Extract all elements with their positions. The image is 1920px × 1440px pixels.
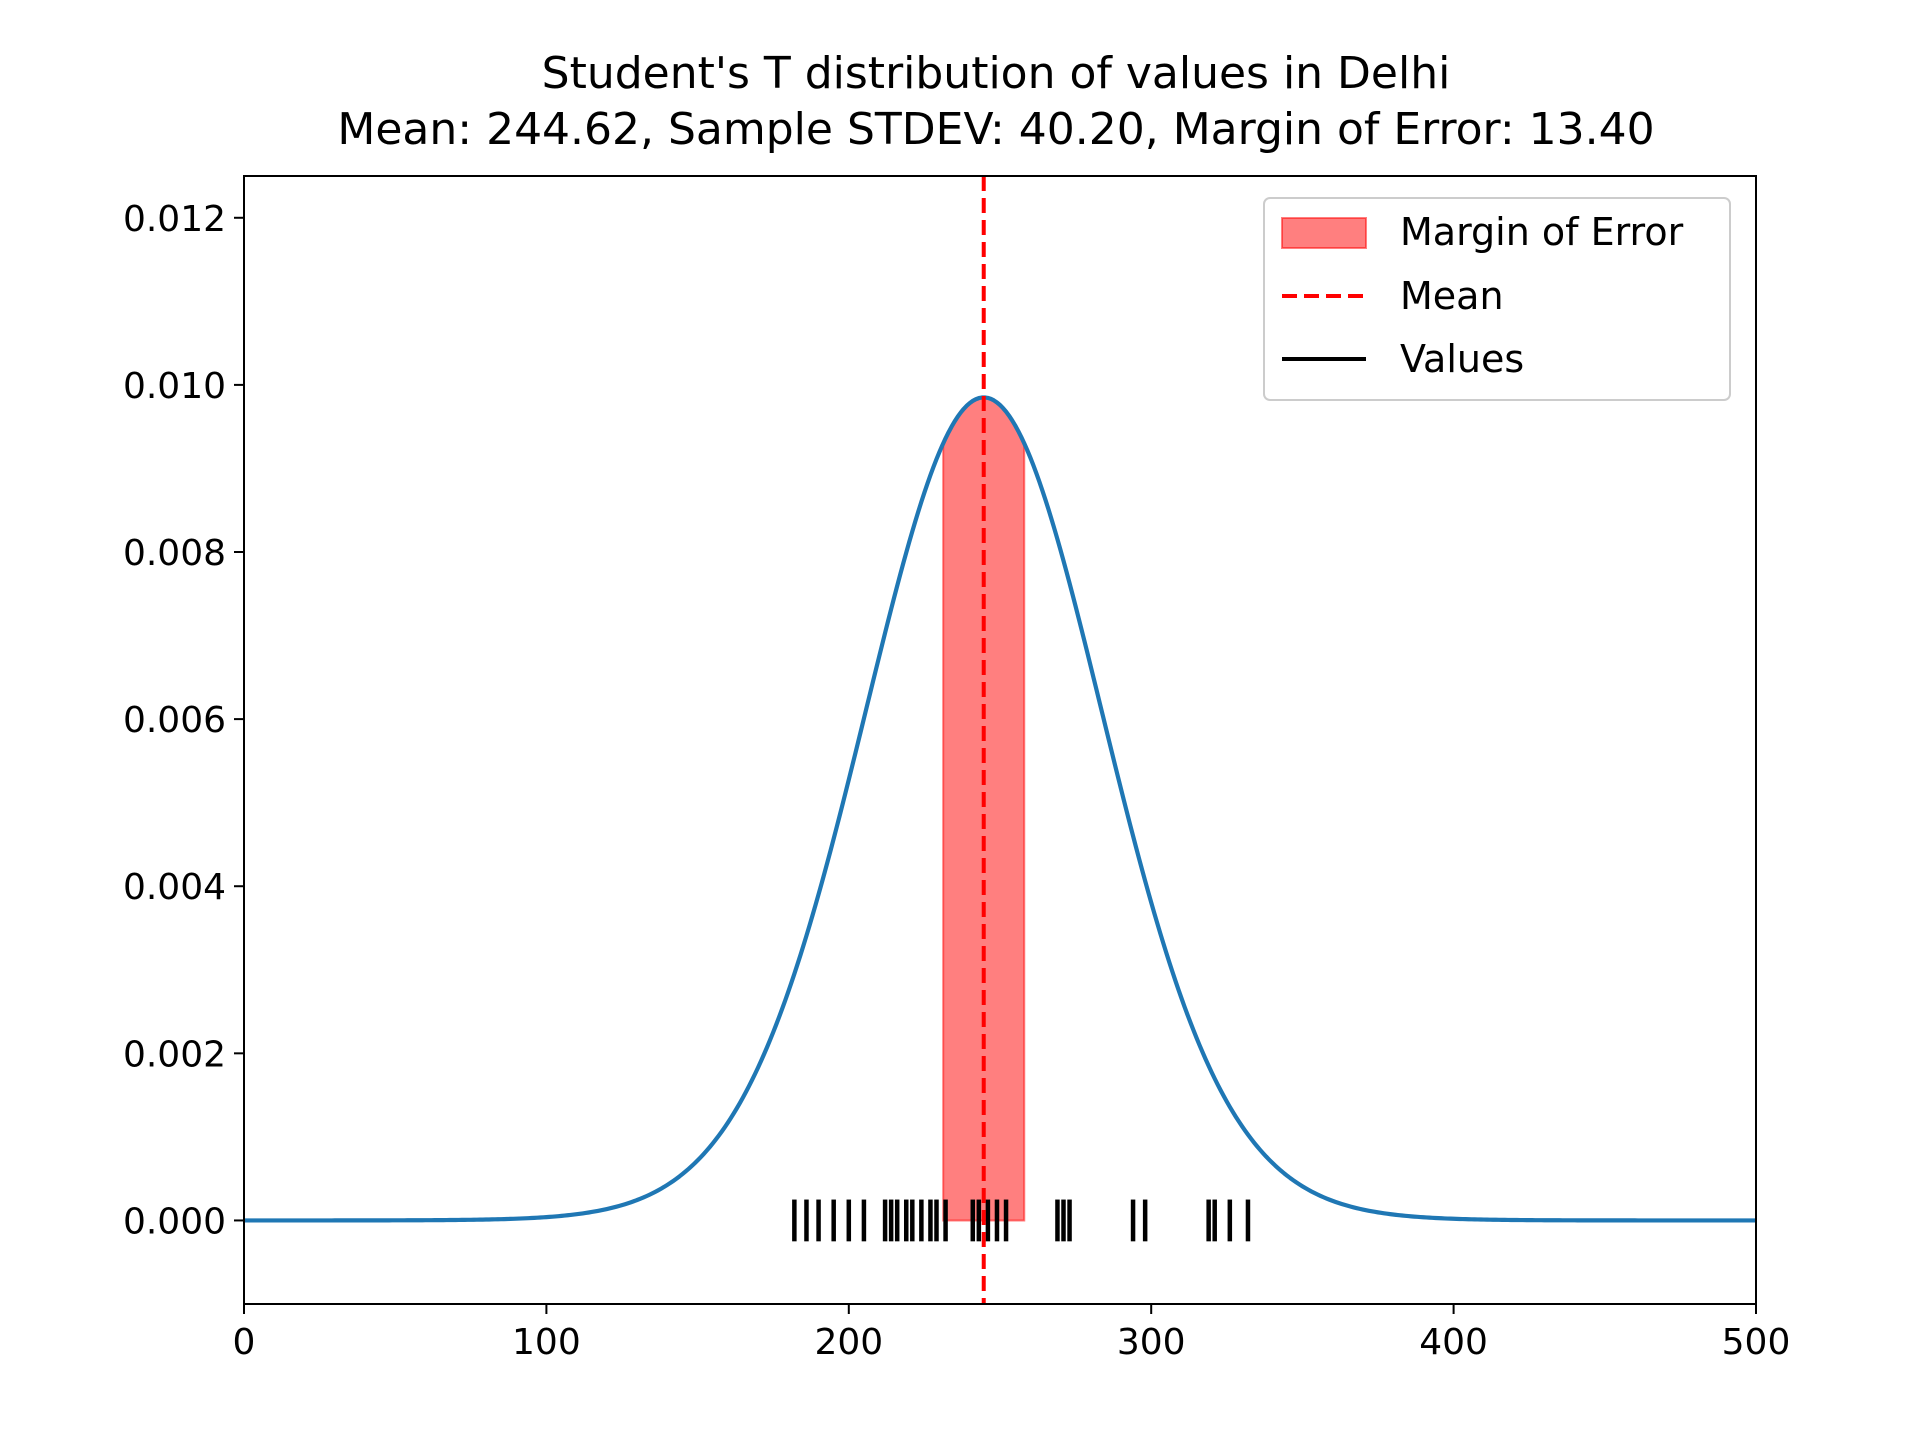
- x-tick-label: 0: [233, 1322, 256, 1363]
- t-distribution-curve: [244, 395, 1756, 1223]
- x-tick-label: 400: [1419, 1322, 1488, 1363]
- legend-label-values: Values: [1400, 337, 1524, 381]
- y-tick-label: 0.008: [123, 533, 226, 574]
- x-tick-label: 500: [1722, 1322, 1791, 1363]
- y-tick-label: 0.012: [123, 199, 226, 240]
- y-tick-label: 0.000: [123, 1201, 226, 1242]
- y-tick-label: 0.002: [123, 1034, 226, 1075]
- legend-label-margin-of-error: Margin of Error: [1400, 210, 1684, 254]
- chart-title-line2: Mean: 244.62, Sample STDEV: 40.20, Margi…: [337, 104, 1655, 155]
- legend-label-mean: Mean: [1400, 274, 1504, 318]
- x-tick-label: 200: [814, 1322, 883, 1363]
- axes-frame: [243, 175, 1757, 1305]
- axes: 0 100 200 300 400 500 0.000 0.002 0.004 0.006 0.00…: [123, 175, 1791, 1363]
- chart-title: Student's T distribution of values in De…: [0, 46, 1920, 158]
- legend-box: [1263, 197, 1731, 401]
- plot-area: [244, 176, 1756, 1304]
- x-tick-label: 100: [512, 1322, 581, 1363]
- legend-swatch-margin-of-error: [1281, 217, 1367, 249]
- y-tick-label: 0.004: [123, 867, 226, 908]
- y-tick-label: 0.006: [123, 700, 226, 741]
- y-tick-label: 0.010: [123, 366, 226, 407]
- legend: Margin of Error Mean Values: [1263, 197, 1731, 401]
- chart-title-line1: Student's T distribution of values in De…: [541, 48, 1451, 99]
- x-tick-label: 300: [1117, 1322, 1186, 1363]
- plot-content: [244, 176, 1756, 1304]
